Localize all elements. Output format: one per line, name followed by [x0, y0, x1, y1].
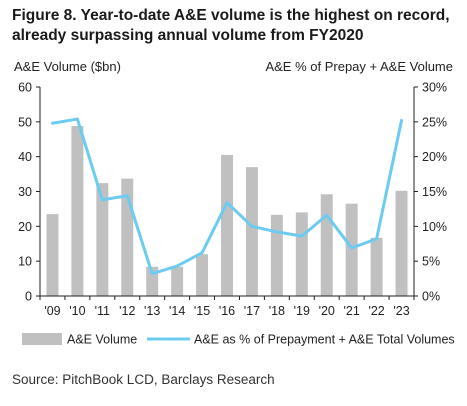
x-tick-label: '19 [294, 304, 310, 318]
x-tick-label: '22 [368, 304, 384, 318]
bar-10 [71, 126, 84, 296]
legend-swatch-bar [22, 333, 62, 345]
x-tick-label: '11 [95, 304, 110, 318]
y-axis-label: A&E Volume ($bn) [14, 59, 121, 74]
y2-tick-label: 25% [422, 115, 447, 129]
bar-12 [121, 178, 134, 296]
y2-tick-label: 10% [422, 220, 447, 234]
bar-15 [196, 254, 209, 296]
bar-11 [96, 183, 109, 296]
bar-20 [320, 194, 333, 296]
x-tick-label: '21 [344, 304, 360, 318]
x-tick-label: '12 [119, 304, 135, 318]
y-tick-label: 40 [18, 150, 32, 164]
bar-14 [171, 266, 184, 296]
x-tick-label: '13 [144, 304, 160, 318]
bar-19 [295, 212, 308, 296]
y2-tick-label: 30% [422, 81, 447, 95]
x-tick-label: '17 [244, 304, 260, 318]
bar-17 [245, 167, 258, 296]
y2-tick-label: 5% [422, 255, 440, 269]
bar-23 [395, 190, 408, 296]
figure-title: Figure 8. Year-to-date A&E volume is the… [12, 7, 450, 44]
x-tick-label: '14 [169, 304, 185, 318]
y-tick-label: 0 [25, 290, 32, 304]
bar-18 [270, 214, 283, 296]
x-tick-label: '20 [319, 304, 335, 318]
legend-label-bar: A&E Volume [67, 333, 137, 347]
y-tick-label: 50 [18, 115, 32, 129]
bar-21 [345, 203, 358, 296]
x-tick-label: '10 [69, 304, 85, 318]
y2-tick-label: 15% [422, 185, 447, 199]
y2-axis-label: A&E % of Prepay + A&E Volume [265, 59, 453, 74]
x-tick-label: '18 [269, 304, 285, 318]
x-tick-label: '09 [44, 304, 60, 318]
y-tick-label: 30 [18, 185, 32, 199]
y-tick-label: 60 [18, 81, 32, 95]
bar-22 [370, 237, 383, 296]
bar-13 [146, 266, 159, 296]
y2-tick-label: 20% [422, 150, 447, 164]
source-note: Source: PitchBook LCD, Barclays Research [12, 372, 275, 387]
bar-09 [46, 214, 59, 296]
y-tick-label: 20 [18, 220, 32, 234]
x-tick-label: '23 [393, 304, 409, 318]
x-tick-label: '15 [194, 304, 210, 318]
pct-line [50, 117, 404, 276]
bar-16 [221, 154, 233, 296]
x-tick-label: '16 [219, 304, 235, 318]
y-tick-label: 10 [18, 255, 32, 269]
legend-label-line: A&E as % of Prepayment + A&E Total Volum… [194, 333, 455, 347]
y2-tick-label: 0% [422, 290, 440, 304]
